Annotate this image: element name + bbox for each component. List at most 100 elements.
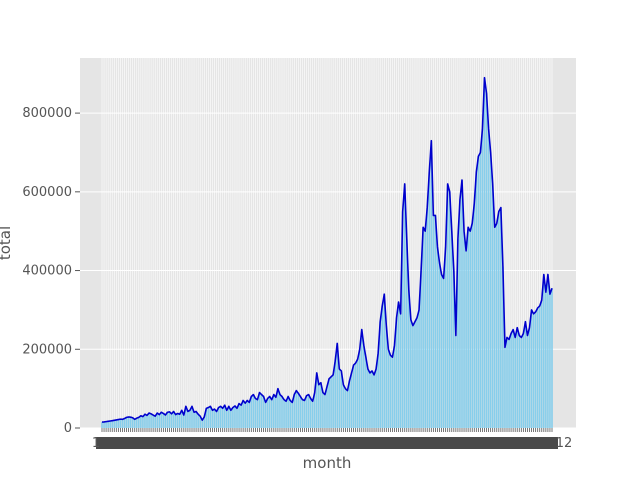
bar	[217, 407, 220, 428]
bar	[514, 337, 516, 428]
bar	[313, 392, 316, 428]
bar	[146, 415, 148, 428]
bar	[105, 421, 107, 428]
bar	[240, 405, 242, 428]
bar	[221, 408, 224, 428]
bar	[526, 335, 529, 428]
bar	[358, 349, 361, 428]
bar	[268, 396, 271, 428]
bar	[125, 417, 128, 428]
bar	[103, 421, 105, 428]
bar	[403, 183, 406, 428]
bar	[399, 313, 402, 428]
bar	[230, 410, 232, 428]
bar	[277, 388, 279, 428]
bar	[473, 203, 476, 428]
bar	[530, 309, 533, 428]
bar	[187, 411, 189, 428]
bar	[285, 401, 287, 428]
bar	[244, 403, 246, 428]
bar	[328, 378, 330, 428]
bar	[336, 343, 339, 428]
bar	[426, 207, 429, 428]
bar	[338, 368, 341, 428]
bar	[493, 227, 496, 428]
bar	[381, 305, 384, 428]
bar	[424, 231, 426, 428]
bar	[234, 405, 236, 428]
bar	[289, 400, 291, 428]
bar	[109, 420, 111, 428]
bar	[258, 392, 261, 428]
bar	[273, 394, 275, 428]
bar	[500, 207, 502, 428]
y-axis-label: total	[0, 226, 14, 260]
bar	[172, 411, 175, 428]
bar	[463, 231, 465, 428]
y-axis-ticks: 0 200000 400000 600000 800000	[22, 106, 80, 436]
bar	[453, 270, 455, 428]
bar	[129, 417, 132, 428]
bar	[197, 414, 199, 428]
bar	[385, 325, 388, 428]
bar	[213, 409, 216, 428]
bar	[446, 183, 449, 428]
bar	[246, 400, 249, 428]
bar	[250, 396, 253, 428]
x-axis-ticks: 1 12	[92, 428, 572, 451]
bar	[344, 388, 347, 428]
bar	[518, 335, 521, 428]
bar	[140, 415, 142, 428]
bar	[455, 335, 457, 428]
bar	[228, 406, 230, 428]
bar	[414, 321, 416, 428]
bar	[516, 327, 519, 428]
bar	[264, 402, 267, 428]
bar	[248, 402, 251, 428]
bar	[520, 337, 523, 428]
bar	[123, 418, 126, 428]
bar	[356, 359, 359, 428]
bar	[495, 223, 498, 428]
bar	[174, 414, 177, 428]
bar	[504, 347, 506, 428]
bar	[352, 365, 355, 428]
bar	[418, 309, 420, 428]
bar	[223, 405, 226, 428]
bar	[510, 333, 512, 428]
bar	[365, 357, 367, 428]
bar	[154, 416, 156, 428]
x-axis-label: month	[303, 454, 352, 472]
bar	[354, 363, 357, 428]
bar	[393, 345, 396, 428]
bar	[138, 417, 140, 428]
bar	[375, 368, 377, 428]
bar	[461, 180, 463, 428]
x-tick-label-first: 1	[92, 436, 100, 451]
bar	[242, 400, 244, 428]
bar	[117, 419, 120, 428]
bar	[279, 394, 281, 428]
bar	[465, 250, 467, 428]
bar	[444, 246, 447, 428]
bar	[307, 394, 310, 428]
bar	[260, 394, 263, 428]
bar	[540, 300, 543, 428]
y-tick-label: 0	[64, 421, 72, 436]
bar	[295, 390, 298, 428]
bar	[360, 329, 363, 428]
bar	[135, 418, 138, 428]
bar	[545, 292, 547, 428]
bar	[320, 382, 322, 428]
bar	[334, 361, 336, 428]
bar	[238, 403, 240, 428]
bar	[469, 231, 471, 428]
bar	[489, 152, 492, 428]
bar	[532, 313, 535, 428]
bar	[377, 353, 379, 428]
bar	[144, 414, 146, 428]
bar	[107, 421, 109, 428]
bar	[176, 413, 179, 428]
bar	[156, 413, 159, 428]
